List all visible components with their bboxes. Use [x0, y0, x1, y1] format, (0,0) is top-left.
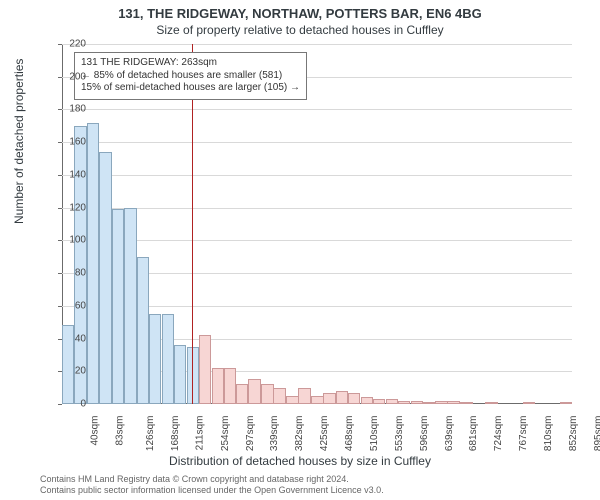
y-tick-mark: [58, 208, 62, 209]
y-tick-label: 0: [80, 399, 86, 410]
annotation-line-1: 131 THE RIDGEWAY: 263sqm: [81, 57, 300, 70]
x-tick-label: 168sqm: [170, 416, 181, 452]
y-axis-label: Number of detached properties: [12, 59, 26, 224]
histogram-bar: [411, 401, 423, 404]
y-tick-mark: [58, 77, 62, 78]
histogram-bar: [423, 402, 435, 404]
x-tick-label: 40sqm: [90, 416, 101, 446]
title-line-1: 131, THE RIDGEWAY, NORTHAW, POTTERS BAR,…: [0, 0, 600, 21]
histogram-bar: [298, 388, 310, 404]
x-tick-label: 425sqm: [319, 416, 330, 452]
gridline: [62, 208, 572, 209]
x-tick-label: 639sqm: [444, 416, 455, 452]
y-tick-mark: [58, 142, 62, 143]
histogram-bar: [286, 396, 298, 404]
annotation-line-2: ← 85% of detached houses are smaller (58…: [81, 70, 300, 83]
title-line-2: Size of property relative to detached ho…: [0, 21, 600, 37]
histogram-chart: 131 THE RIDGEWAY: 263sqm ← 85% of detach…: [62, 44, 572, 404]
y-tick-label: 140: [69, 169, 86, 180]
histogram-bar: [485, 402, 497, 404]
x-tick-label: 510sqm: [369, 416, 380, 452]
x-tick-label: 339sqm: [269, 416, 280, 452]
footer-line-2: Contains public sector information licen…: [40, 485, 384, 496]
histogram-bar: [87, 123, 99, 404]
x-tick-label: 767sqm: [518, 416, 529, 452]
y-tick-label: 80: [75, 268, 86, 279]
y-tick-label: 180: [69, 104, 86, 115]
y-tick-mark: [58, 273, 62, 274]
y-tick-label: 160: [69, 137, 86, 148]
histogram-bar: [149, 314, 161, 404]
gridline: [62, 44, 572, 45]
x-axis-label: Distribution of detached houses by size …: [0, 454, 600, 468]
histogram-bar: [273, 388, 285, 404]
x-tick-label: 468sqm: [344, 416, 355, 452]
x-tick-label: 211sqm: [194, 416, 205, 451]
y-tick-label: 60: [75, 300, 86, 311]
x-tick-label: 297sqm: [245, 416, 256, 452]
y-tick-mark: [58, 404, 62, 405]
histogram-bar: [373, 399, 385, 404]
annotation-line-3: 15% of semi-detached houses are larger (…: [81, 82, 300, 95]
histogram-bar: [386, 399, 398, 404]
y-tick-mark: [58, 240, 62, 241]
histogram-bar: [224, 368, 236, 404]
y-tick-label: 40: [75, 333, 86, 344]
histogram-bar: [460, 402, 472, 404]
x-tick-label: 810sqm: [543, 416, 554, 452]
y-tick-mark: [58, 109, 62, 110]
y-tick-mark: [58, 175, 62, 176]
x-tick-label: 553sqm: [394, 416, 405, 452]
histogram-bar: [199, 335, 211, 404]
histogram-bar: [174, 345, 186, 404]
y-tick-mark: [58, 44, 62, 45]
histogram-bar: [74, 126, 86, 404]
x-tick-label: 724sqm: [493, 416, 504, 452]
histogram-bar: [560, 402, 572, 404]
histogram-bar: [62, 325, 74, 404]
histogram-bar: [261, 384, 273, 404]
histogram-bar: [212, 368, 224, 404]
x-tick-label: 681sqm: [468, 416, 479, 452]
histogram-bar: [361, 397, 373, 404]
footer-line-1: Contains HM Land Registry data © Crown c…: [40, 474, 384, 485]
annotation-box: 131 THE RIDGEWAY: 263sqm ← 85% of detach…: [74, 52, 307, 100]
x-tick-label: 382sqm: [294, 416, 305, 452]
histogram-bar: [99, 152, 111, 404]
x-tick-label: 852sqm: [568, 416, 579, 452]
histogram-bar: [435, 401, 447, 404]
histogram-bar: [236, 384, 248, 404]
y-tick-label: 100: [69, 235, 86, 246]
y-tick-label: 200: [69, 71, 86, 82]
gridline: [62, 142, 572, 143]
x-tick-label: 596sqm: [419, 416, 430, 452]
histogram-bar: [398, 401, 410, 404]
gridline: [62, 109, 572, 110]
x-tick-label: 83sqm: [115, 416, 126, 446]
histogram-bar: [162, 314, 174, 404]
y-tick-label: 120: [69, 202, 86, 213]
histogram-bar: [124, 208, 136, 404]
y-tick-label: 20: [75, 366, 86, 377]
gridline: [62, 175, 572, 176]
histogram-bar: [137, 257, 149, 404]
x-tick-label: 895sqm: [593, 416, 600, 452]
y-tick-mark: [58, 306, 62, 307]
histogram-bar: [248, 379, 260, 404]
histogram-bar: [112, 209, 124, 404]
histogram-bar: [348, 393, 360, 404]
histogram-bar: [447, 401, 459, 404]
histogram-bar: [336, 391, 348, 404]
histogram-bar: [323, 393, 335, 404]
x-tick-label: 126sqm: [145, 416, 156, 452]
histogram-bar: [311, 396, 323, 404]
histogram-bar: [523, 402, 535, 404]
y-tick-label: 220: [69, 39, 86, 50]
x-tick-label: 254sqm: [220, 416, 231, 452]
footer-attribution: Contains HM Land Registry data © Crown c…: [40, 474, 384, 496]
gridline: [62, 240, 572, 241]
